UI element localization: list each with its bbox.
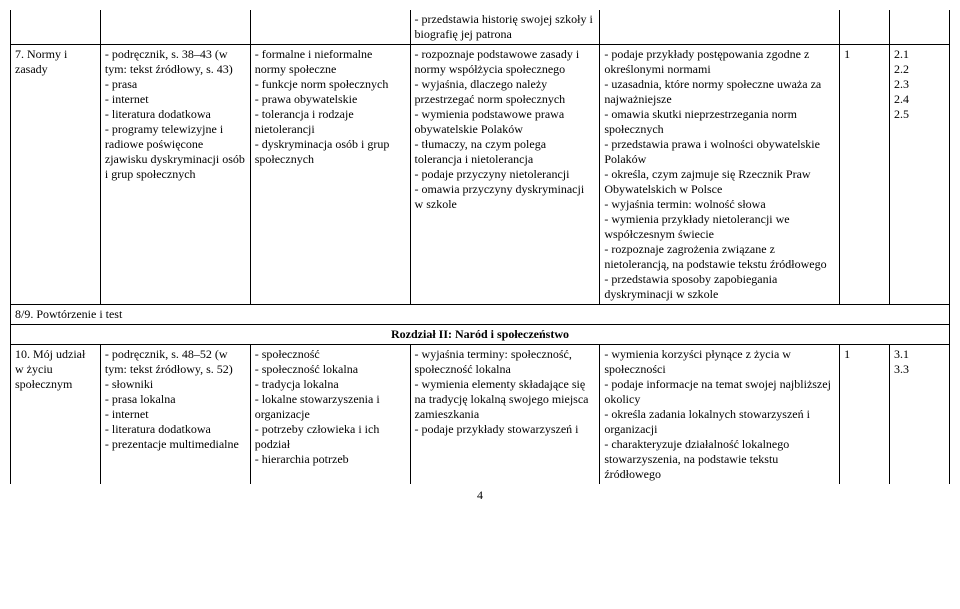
curriculum-table: - przedstawia historię swojej szkoły i b… bbox=[10, 10, 950, 484]
cell: - społeczność - społeczność lokalna - tr… bbox=[250, 345, 410, 485]
cell: - przedstawia historię swojej szkoły i b… bbox=[410, 10, 600, 45]
cell: 1 bbox=[840, 345, 890, 485]
cell: - wyjaśnia terminy: społeczność, społecz… bbox=[410, 345, 600, 485]
table-row: - przedstawia historię swojej szkoły i b… bbox=[11, 10, 950, 45]
cell: - podręcznik, s. 38–43 (w tym: tekst źró… bbox=[100, 45, 250, 305]
cell: 2.1 2.2 2.3 2.4 2.5 bbox=[890, 45, 950, 305]
cell bbox=[840, 10, 890, 45]
cell: - podręcznik, s. 48–52 (w tym: tekst źró… bbox=[100, 345, 250, 485]
cell bbox=[250, 10, 410, 45]
section-row: Rozdział II: Naród i społeczeństwo bbox=[11, 325, 950, 345]
cell: 8/9. Powtórzenie i test bbox=[11, 305, 950, 325]
cell: 1 bbox=[840, 45, 890, 305]
cell: - formalne i nieformalne normy społeczne… bbox=[250, 45, 410, 305]
topic-cell: 10. Mój udział w życiu społecznym bbox=[11, 345, 101, 485]
cell: - podaje przykłady postępowania zgodne z… bbox=[600, 45, 840, 305]
cell bbox=[600, 10, 840, 45]
table-row: 8/9. Powtórzenie i test bbox=[11, 305, 950, 325]
cell bbox=[890, 10, 950, 45]
page-number: 4 bbox=[10, 488, 950, 503]
cell bbox=[11, 10, 101, 45]
cell: - wymienia korzyści płynące z życia w sp… bbox=[600, 345, 840, 485]
topic-cell: 7. Normy i zasady bbox=[11, 45, 101, 305]
cell: 3.1 3.3 bbox=[890, 345, 950, 485]
table-row: 7. Normy i zasady - podręcznik, s. 38–43… bbox=[11, 45, 950, 305]
section-title: Rozdział II: Naród i społeczeństwo bbox=[11, 325, 950, 345]
cell: - rozpoznaje podstawowe zasady i normy w… bbox=[410, 45, 600, 305]
table-row: 10. Mój udział w życiu społecznym - podr… bbox=[11, 345, 950, 485]
cell bbox=[100, 10, 250, 45]
